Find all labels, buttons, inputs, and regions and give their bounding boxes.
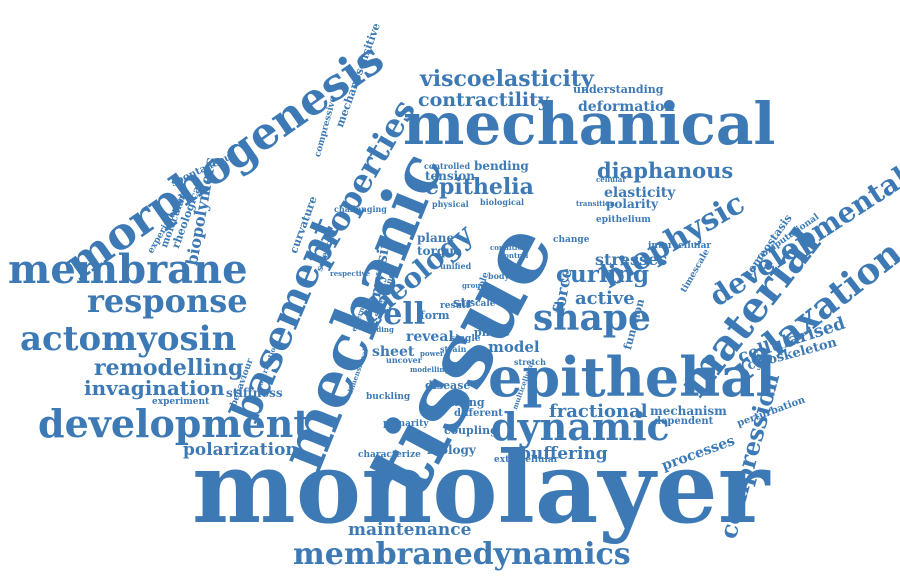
word-result: result (440, 301, 470, 311)
word-respective: respective (330, 269, 371, 278)
word-change: change (553, 235, 590, 245)
word-mechanism: mechanism (650, 404, 727, 418)
word-biological: biological (480, 197, 525, 207)
word-extracellular: extracellular (494, 455, 559, 465)
word-stretch: stretch (514, 357, 546, 367)
word-sheet: sheet (372, 344, 415, 360)
word-modelling: modelling (410, 365, 450, 374)
word-actomyosin: actomyosin (20, 319, 237, 359)
word-reveal: reveal (406, 329, 454, 345)
word-contractility: contractility (418, 89, 549, 111)
word-cellular: cellular (596, 175, 627, 184)
word-development: development (38, 401, 311, 446)
word-model: model (488, 338, 540, 356)
word-buckling: buckling (366, 392, 411, 402)
word-form: form (420, 309, 450, 322)
word-biology: biology (427, 443, 476, 457)
word-body: body (488, 271, 510, 281)
word-disease: disease (425, 379, 471, 392)
word-bending: bending (474, 159, 529, 173)
word-experiment: experiment (152, 397, 210, 407)
word-dependent: dependent (654, 416, 714, 427)
word-str: str (453, 296, 474, 311)
word-torque: torque (417, 244, 462, 258)
word-living: living (450, 396, 485, 409)
word-cell: cell (365, 297, 426, 332)
word-transition: transition (576, 199, 615, 208)
word-epithelial: epithelial (488, 345, 776, 409)
word-characterize: characterize (358, 450, 421, 460)
word-membranedynamics: membranedynamics (293, 537, 631, 572)
word-curling: curling (556, 261, 650, 288)
word-physical: physical (432, 199, 469, 209)
word-stiffness: stiffness (226, 386, 283, 400)
word-intercellular: intercellular (648, 241, 712, 251)
word-condition: condition (490, 243, 528, 252)
word-single: single (450, 334, 481, 344)
word-stresses: stresses (595, 250, 668, 269)
word-diaphanous: diaphanous (597, 158, 734, 183)
word-control: control (500, 251, 529, 260)
word-dynamic: dynamic (491, 404, 670, 449)
word-phase: phase (474, 326, 511, 339)
word-coupling: coupling (444, 424, 498, 437)
word-buffering: buffering (519, 444, 608, 464)
word-challenging: challenging (334, 204, 387, 214)
word-unified: unified (440, 261, 472, 271)
word-plane: plane (417, 231, 455, 245)
word-epithelium: epithelium (596, 215, 651, 225)
word-scale: scale (470, 299, 496, 309)
word-folding: folding (366, 325, 394, 334)
word-group: group (462, 281, 486, 290)
word-membrane: membrane (8, 246, 248, 293)
word-active: active (575, 288, 635, 309)
word-mechanical: mechanical (403, 90, 776, 158)
word-epithelia: epithelia (425, 174, 534, 200)
word-remodelling: remodelling (94, 355, 244, 381)
word-deformation: deformation (578, 99, 675, 115)
word-elasticity: elasticity (604, 185, 676, 201)
word-shape: shape (533, 297, 651, 339)
word-polarity: polarity (606, 197, 659, 211)
word-viscoelasticity: viscoelasticity (420, 66, 594, 92)
word-polarization: polarization (183, 440, 298, 460)
word-understanding: understanding (573, 83, 664, 96)
word-different: different (454, 408, 503, 419)
word-tension: tension (425, 169, 475, 183)
word-invagination: invagination (84, 376, 225, 400)
word-fractional: fractional (549, 401, 648, 422)
word-controlled: controlled (424, 161, 471, 171)
word-response: response (87, 282, 248, 320)
word-strain: strain (440, 344, 467, 354)
word-maintenance: maintenance (348, 520, 472, 540)
word-power: power (420, 349, 444, 358)
word-uncover: uncover (386, 355, 422, 365)
word-monolayer: monolayer (192, 431, 770, 546)
word-planarity: planarity (383, 419, 429, 429)
